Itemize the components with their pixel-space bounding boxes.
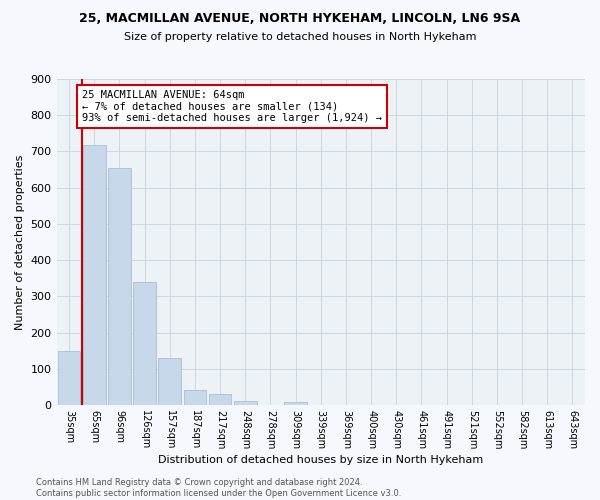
Text: Contains HM Land Registry data © Crown copyright and database right 2024.
Contai: Contains HM Land Registry data © Crown c…: [36, 478, 401, 498]
Bar: [184, 390, 206, 405]
Text: 25 MACMILLAN AVENUE: 64sqm
← 7% of detached houses are smaller (134)
93% of semi: 25 MACMILLAN AVENUE: 64sqm ← 7% of detac…: [82, 90, 382, 123]
Bar: [284, 402, 307, 405]
Bar: [108, 168, 131, 405]
Bar: [234, 400, 257, 405]
Text: Size of property relative to detached houses in North Hykeham: Size of property relative to detached ho…: [124, 32, 476, 42]
Text: 25, MACMILLAN AVENUE, NORTH HYKEHAM, LINCOLN, LN6 9SA: 25, MACMILLAN AVENUE, NORTH HYKEHAM, LIN…: [79, 12, 521, 26]
Bar: [133, 282, 156, 405]
Bar: [58, 350, 80, 405]
Bar: [158, 358, 181, 405]
X-axis label: Distribution of detached houses by size in North Hykeham: Distribution of detached houses by size …: [158, 455, 484, 465]
Bar: [209, 394, 232, 405]
Y-axis label: Number of detached properties: Number of detached properties: [15, 154, 25, 330]
Bar: [83, 145, 106, 405]
